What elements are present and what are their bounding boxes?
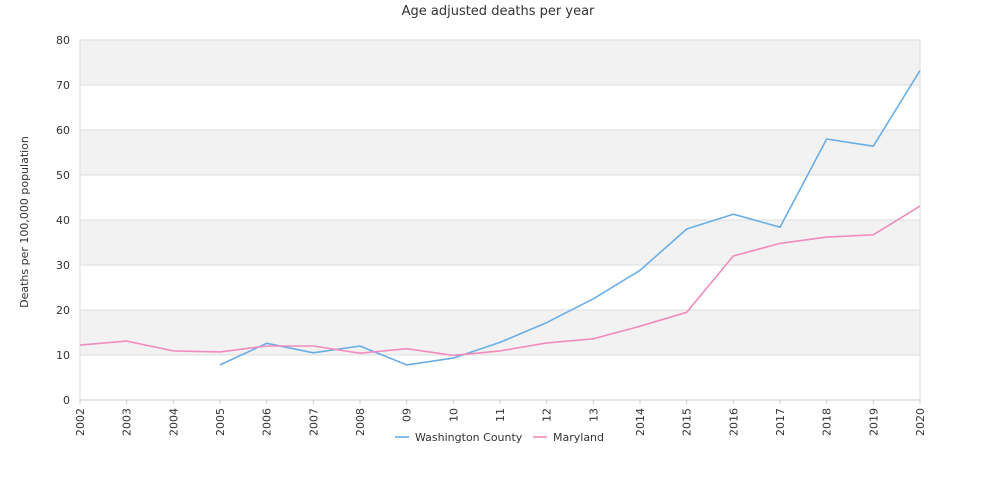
data-point	[591, 297, 595, 301]
y-tick-label: 50	[56, 169, 70, 182]
x-tick-label: 2018	[821, 408, 834, 436]
x-tick-label: 2005	[214, 408, 227, 436]
data-point	[638, 324, 642, 328]
data-point	[78, 343, 82, 347]
x-tick-label: 2014	[634, 408, 647, 436]
x-tick-label: 2003	[121, 408, 134, 436]
grid-band	[80, 40, 920, 85]
data-point	[918, 69, 922, 73]
data-point	[918, 204, 922, 208]
x-tick-label: 2019	[867, 408, 880, 436]
data-point	[358, 344, 362, 348]
y-tick-label: 80	[56, 34, 70, 47]
x-tick-label: 2002	[74, 408, 87, 436]
legend-label: Washington County	[415, 431, 523, 444]
grid-band	[80, 310, 920, 355]
x-tick-label: 2017	[774, 408, 787, 436]
x-tick-label: 2016	[727, 408, 740, 436]
x-tick-label: 11	[494, 408, 507, 422]
x-tick-label: 2004	[167, 408, 180, 436]
data-point	[311, 351, 315, 355]
data-point	[311, 344, 315, 348]
y-tick-label: 20	[56, 304, 70, 317]
data-point	[545, 341, 549, 345]
data-point	[731, 254, 735, 258]
chart-title: Age adjusted deaths per year	[402, 4, 595, 19]
grid-band	[80, 355, 920, 400]
data-point	[778, 241, 782, 245]
x-tick-label: 2008	[354, 408, 367, 436]
x-tick-label: 2020	[914, 408, 927, 436]
x-axis: 2002 2003 2004 2005 2006 2007 2008 09 10 11 12 13 20…	[74, 400, 927, 436]
data-point	[405, 347, 409, 351]
series-line-1	[79, 205, 921, 357]
y-tick-label: 30	[56, 259, 70, 272]
data-point	[171, 349, 175, 353]
y-axis-label: Deaths per 100,000 population	[18, 136, 31, 308]
data-point	[685, 227, 689, 231]
x-tick-label: 09	[401, 408, 414, 422]
grid-band	[80, 265, 920, 310]
legend-label: Maryland	[553, 431, 604, 444]
legend: Washington County Maryland	[395, 431, 604, 444]
y-tick-label: 0	[63, 394, 70, 407]
data-point	[265, 344, 269, 348]
x-tick-label: 2015	[681, 408, 694, 436]
grid-band	[80, 175, 920, 220]
data-point	[871, 233, 875, 237]
x-tick-label: 2006	[261, 408, 274, 436]
y-tick-label: 40	[56, 214, 70, 227]
data-point	[638, 268, 642, 272]
data-point	[451, 353, 455, 357]
data-point	[778, 225, 782, 229]
x-tick-label: 2007	[307, 408, 320, 436]
data-point	[218, 363, 222, 367]
data-point	[871, 144, 875, 148]
y-tick-label: 10	[56, 349, 70, 362]
data-point	[125, 339, 129, 343]
data-point	[825, 137, 829, 141]
data-point	[685, 310, 689, 314]
data-point	[498, 349, 502, 353]
data-point	[591, 337, 595, 341]
y-axis: 0 10 20 30 40 50 60 70 80	[56, 34, 70, 407]
data-point	[358, 351, 362, 355]
grid-band	[80, 85, 920, 130]
x-tick-label: 13	[587, 408, 600, 422]
x-tick-label: 10	[447, 408, 460, 422]
data-point	[405, 363, 409, 367]
data-point	[731, 212, 735, 216]
y-tick-label: 70	[56, 79, 70, 92]
x-tick-label: 12	[541, 408, 554, 422]
grid-band	[80, 220, 920, 265]
data-point	[825, 235, 829, 239]
grid-band	[80, 130, 920, 175]
series-lines	[78, 69, 922, 367]
data-point	[218, 350, 222, 354]
y-tick-label: 60	[56, 124, 70, 137]
data-point	[498, 340, 502, 344]
data-point	[545, 321, 549, 325]
